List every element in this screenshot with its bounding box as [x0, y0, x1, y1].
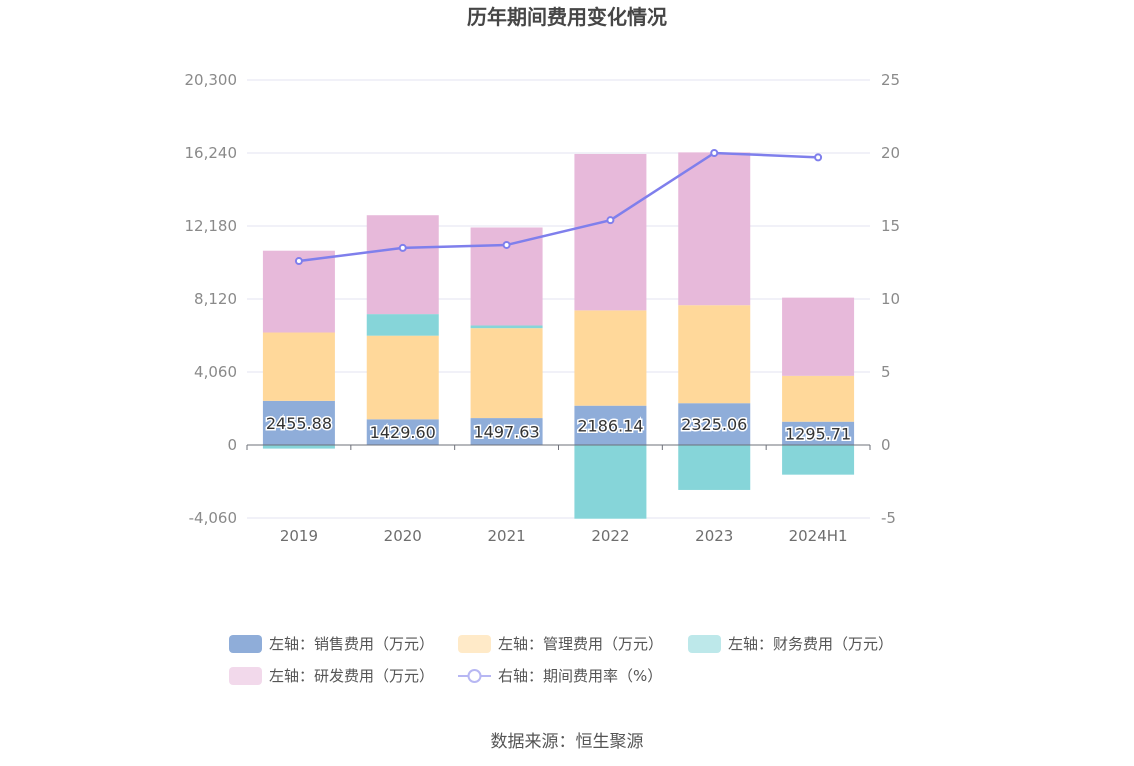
bar-segment — [262, 445, 335, 449]
legend-item[interactable]: 左轴：管理费用（万元） — [458, 635, 663, 653]
sales-data-label: 1497.63 — [473, 423, 539, 442]
x-tick-label: 2021 — [487, 527, 525, 545]
bar-segment — [574, 445, 647, 519]
right-tick-label: 25 — [881, 71, 900, 89]
bar-segment — [678, 152, 751, 306]
bar-segment — [366, 335, 439, 420]
legend-item[interactable]: 左轴：财务费用（万元） — [688, 635, 893, 653]
legend-label: 右轴：期间费用率（%） — [498, 667, 662, 685]
legend-swatch-icon — [229, 635, 262, 653]
right-tick-label: -5 — [881, 509, 896, 527]
grid — [247, 79, 870, 519]
right-tick-label: 15 — [881, 217, 900, 235]
rate-point — [710, 149, 719, 157]
data-labels: 2455.88 1429.60 1497.63 2186.14 2325.06 1295.… — [264, 412, 852, 444]
legend-swatch-icon — [458, 635, 491, 653]
left-axis: -4,060 0 4,060 8,120 12,180 16,240 20,300 — [185, 71, 238, 527]
bar-segment — [782, 297, 855, 376]
right-tick-label: 5 — [881, 363, 891, 381]
left-tick-label: 0 — [227, 436, 237, 454]
rate-point — [606, 216, 615, 225]
bar-segment — [782, 375, 855, 422]
x-tick-label: 2022 — [591, 527, 629, 545]
left-tick-label: 20,300 — [185, 71, 238, 89]
legend-swatch-icon — [688, 635, 721, 653]
bar-segment — [470, 328, 543, 419]
sales-data-label: 2186.14 — [577, 416, 643, 435]
bar-segment — [470, 418, 543, 445]
bars — [262, 152, 855, 519]
left-tick-label: 8,120 — [194, 290, 237, 308]
sales-data-label: 1295.71 — [785, 424, 851, 443]
legend-circle-icon — [467, 669, 482, 683]
x-tick-label: 2020 — [384, 527, 422, 545]
rate-line-path — [298, 151, 819, 263]
legend-item[interactable]: 右轴：期间费用率（%） — [458, 667, 662, 685]
bar-segment — [782, 445, 855, 475]
legend-item[interactable]: 左轴：研发费用（万元） — [229, 667, 434, 685]
bar-segment — [678, 403, 751, 445]
sales-data-label: 2455.88 — [266, 414, 332, 433]
bar-segment — [366, 215, 439, 315]
sales-data-label: 1429.60 — [370, 423, 436, 442]
right-tick-label: 20 — [881, 144, 900, 162]
x-tick-label: 2019 — [280, 527, 318, 545]
right-axis: -5 0 5 10 15 20 25 — [881, 71, 900, 527]
rate-point — [294, 257, 303, 266]
legend-label: 左轴：销售费用（万元） — [269, 635, 434, 653]
left-tick-label: 12,180 — [185, 217, 238, 235]
legend-label: 左轴：财务费用（万元） — [728, 635, 893, 653]
rate-point — [398, 243, 407, 252]
chart-title: 历年期间费用变化情况 — [467, 5, 667, 29]
bar-segment — [782, 421, 855, 445]
bar-segment — [678, 445, 751, 490]
x-axis: 2019 2020 2021 2022 2023 2024H1 — [246, 444, 871, 545]
bar-segment — [574, 153, 647, 311]
rate-point — [502, 240, 511, 249]
legend[interactable]: 左轴：销售费用（万元） 左轴：管理费用（万元） 左轴：财务费用（万元） 左轴：研发费用… — [229, 635, 893, 685]
bar-segment — [678, 305, 751, 404]
left-tick-label: 16,240 — [185, 144, 238, 162]
sales-data-label: 2325.06 — [681, 415, 747, 434]
rate-line — [294, 149, 823, 266]
x-tick-label: 2023 — [695, 527, 733, 545]
source-text: 数据来源：恒生聚源 — [491, 732, 644, 752]
left-tick-label: -4,060 — [189, 509, 237, 527]
bar-segment — [262, 332, 335, 401]
bar-segment — [366, 419, 439, 445]
bar-segment — [574, 310, 647, 406]
x-tick-label: 2024H1 — [789, 527, 848, 545]
rate-point — [814, 153, 823, 162]
bar-segment — [470, 325, 543, 329]
legend-swatch-icon — [229, 667, 262, 685]
legend-label: 左轴：管理费用（万元） — [498, 635, 663, 653]
bar-segment — [366, 314, 439, 336]
legend-item[interactable]: 左轴：销售费用（万元） — [229, 635, 434, 653]
left-tick-label: 4,060 — [194, 363, 237, 381]
right-tick-label: 10 — [881, 290, 900, 308]
right-tick-label: 0 — [881, 436, 891, 454]
bar-segment — [262, 400, 335, 445]
bar-segment — [574, 405, 647, 445]
legend-label: 左轴：研发费用（万元） — [269, 667, 434, 685]
